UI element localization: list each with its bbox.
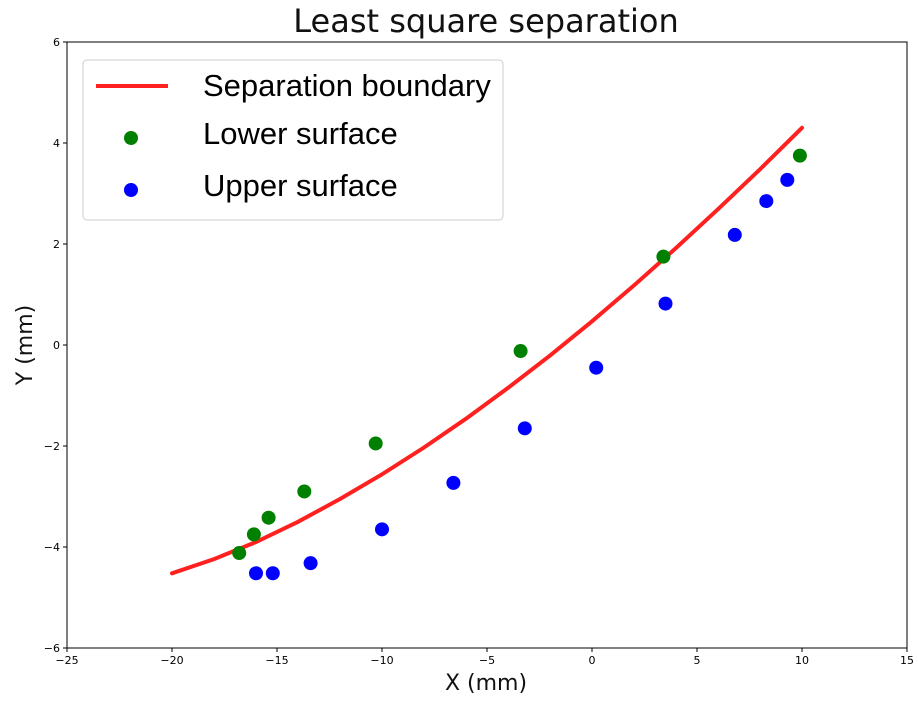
x-tick-label: −25	[55, 654, 78, 667]
upper-surface-point	[759, 194, 774, 209]
upper-surface-point	[249, 566, 263, 581]
x-axis-label: X (mm)	[445, 671, 527, 696]
separation-boundary-line	[170, 125, 804, 576]
lower-surface-point	[297, 484, 312, 499]
lower-surface-point	[792, 148, 807, 163]
x-tick-label: 0	[589, 654, 596, 667]
y-axis-label: Y (mm)	[13, 305, 38, 386]
lower-surface-point	[246, 527, 261, 542]
lower-surface-point	[368, 436, 383, 451]
chart-title: Least square separation	[293, 2, 678, 40]
upper-surface-point	[589, 360, 604, 375]
y-tick-label: 6	[53, 36, 60, 49]
legend-label: Lower surface	[203, 116, 398, 151]
y-tick-label: 0	[53, 339, 60, 352]
upper-surface-point	[517, 421, 532, 436]
legend: Separation boundary Lower surface Upper su…	[82, 59, 504, 221]
upper-surface-point	[375, 522, 389, 537]
x-tick-label: −20	[160, 654, 183, 667]
y-axis: −6 −4 −2 0 2 4 6	[44, 36, 67, 655]
y-tick-label: 2	[53, 238, 60, 251]
upper-surface-point	[780, 172, 795, 187]
upper-surface-point	[265, 566, 280, 581]
legend-point-marker	[124, 131, 138, 145]
upper-surface-point	[727, 227, 742, 242]
x-tick-label: 5	[694, 654, 701, 667]
x-axis: −25 −20 −15 −10 −5 0 5 10 15	[55, 648, 914, 667]
x-tick-label: 10	[795, 654, 809, 667]
lower-surface-point	[232, 546, 247, 561]
x-tick-label: 15	[900, 654, 914, 667]
lower-surface-point	[513, 344, 528, 359]
upper-surface-point	[446, 475, 461, 490]
lower-surface-point	[261, 510, 276, 525]
upper-surface-point	[303, 556, 318, 571]
y-tick-label: −4	[44, 541, 60, 554]
x-tick-label: −15	[265, 654, 288, 667]
upper-surface-point	[658, 296, 673, 311]
legend-point-marker	[124, 183, 138, 197]
lower-surface-point	[656, 249, 671, 264]
x-tick-label: −5	[479, 654, 495, 667]
legend-label: Upper surface	[203, 168, 398, 203]
y-tick-label: −2	[44, 440, 60, 453]
plot-area	[170, 125, 807, 581]
y-tick-label: 4	[53, 137, 60, 150]
legend-box	[82, 59, 504, 221]
legend-label: Separation boundary	[203, 68, 491, 103]
y-tick-label: −6	[44, 642, 60, 655]
x-tick-label: −10	[370, 654, 393, 667]
